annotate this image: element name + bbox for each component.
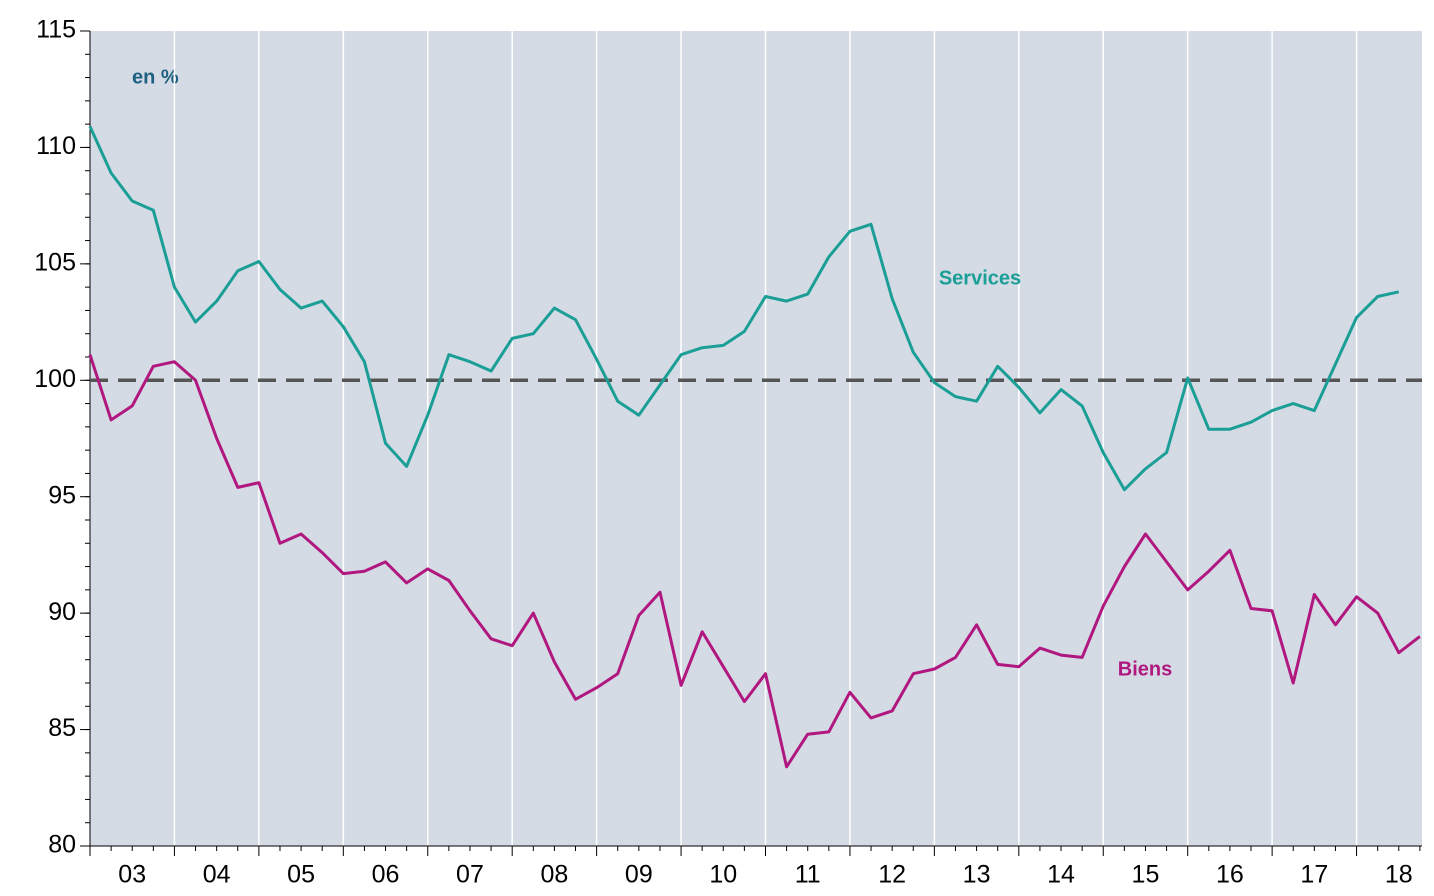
x-tick-label: 17 [1300,861,1328,889]
x-tick-label: 04 [203,861,231,889]
x-tick-label: 18 [1385,861,1413,889]
y-tick-label: 85 [48,714,76,742]
x-tick-label: 14 [1047,861,1075,889]
x-tick-label: 07 [456,861,484,889]
x-tick-label: 11 [795,861,821,889]
x-tick-label: 05 [287,861,315,889]
series-label: Services [939,267,1021,289]
unit-note: en % [132,66,179,88]
x-tick-label: 08 [540,861,568,889]
y-tick-label: 110 [36,132,76,160]
x-tick-label: 06 [372,861,400,889]
y-tick-label: 95 [48,481,76,509]
y-tick-label: 115 [36,16,76,44]
x-tick-label: 12 [878,861,906,889]
series-line [88,354,1421,769]
x-tick-label: 15 [1132,861,1160,889]
x-tick-label: 13 [963,861,991,889]
plot-area [90,31,1422,846]
y-tick-label: 105 [34,248,76,276]
y-tick-label: 80 [48,831,76,859]
x-tick-label: 16 [1216,861,1244,889]
y-tick-label: 100 [34,365,76,393]
x-tick-label: 10 [709,861,737,889]
series-line [88,125,1400,492]
series-label: Biens [1118,658,1172,680]
x-tick-label: 03 [118,861,146,889]
x-tick-label: 09 [625,861,653,889]
y-tick-label: 90 [48,598,76,626]
